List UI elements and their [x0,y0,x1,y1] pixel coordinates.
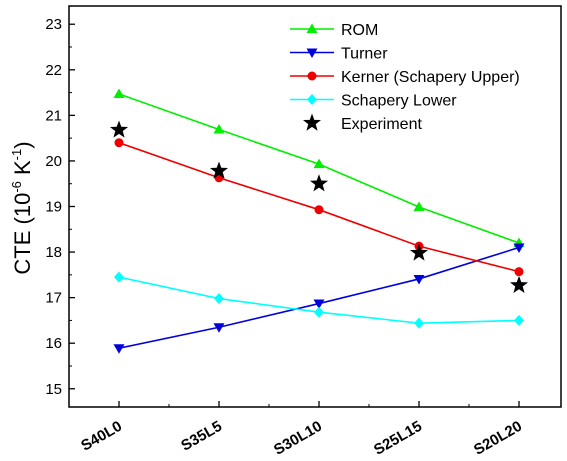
x-tick-label: S25L15 [371,418,425,459]
y-tick-label: 22 [45,62,62,79]
data-point-rom [413,201,425,211]
legend-marker [307,94,317,105]
legend: ROM Turner Kerner (Schapery Upper) Schapery… [290,22,520,133]
y-axis-label-exp2: -1 [9,149,24,161]
y-axis-label-prefix: CTE (10 [10,193,35,275]
data-point-turner [413,274,425,285]
data-point-schapery-lower [414,317,424,329]
series-line-turner [118,246,520,350]
legend-item-turner: Turner [290,46,388,63]
x-axis: S40L0 S35L5 S30L10 S25L15 S20L20 [78,401,525,459]
data-point-experiment [209,161,229,179]
x-tick-label: S20L20 [471,418,525,459]
y-tick-label: 18 [45,244,62,261]
series-layer [109,88,529,354]
y-tick-label: 20 [45,153,62,170]
x-tick-label: S35L5 [178,418,225,455]
legend-label: Schapery Lower [341,93,457,110]
data-point-schapery-lower [514,314,524,326]
x-tick-label: S30L10 [271,418,325,459]
y-tick-label: 17 [45,290,62,307]
data-point-kerner-schapery-upper [314,205,324,215]
y-axis-label-exp1: -6 [9,181,24,193]
legend-marker [306,23,318,33]
y-tick-label: 23 [45,16,62,33]
data-point-rom [113,88,125,98]
series-turner [113,243,525,354]
y-tick-label: 16 [45,335,62,352]
legend-marker [307,71,317,81]
legend-label: ROM [341,22,378,39]
data-point-experiment [309,174,329,192]
legend-item-experiment: Experiment [302,113,422,133]
legend-label: Turner [341,46,388,63]
data-point-rom [213,123,225,134]
y-axis-label: CTE (10-6 K-1) [9,141,35,274]
y-axis: 15 16 17 18 19 20 21 22 23 [45,16,75,398]
y-tick-label: 21 [45,107,62,124]
data-point-rom [313,158,325,169]
y-axis-label-mid: K [10,160,35,181]
legend-marker [306,48,318,58]
series-schapery-lower [114,271,524,329]
series-experiment [109,120,529,294]
legend-item-rom: ROM [290,22,378,39]
series-rom [113,88,525,247]
legend-label: Experiment [341,116,422,133]
data-point-experiment [409,243,429,261]
data-point-turner [513,243,525,254]
x-tick-label: S40L0 [78,418,125,455]
data-point-schapery-lower [114,271,124,283]
data-point-schapery-lower [214,293,224,305]
legend-item-kerner-schapery-upper: Kerner (Schapery Upper) [290,69,520,86]
data-point-turner [313,299,325,310]
data-point-turner [113,344,125,354]
data-point-experiment [109,120,129,138]
data-point-turner [213,323,225,333]
y-tick-label: 15 [45,381,62,398]
data-point-schapery-lower [314,306,324,318]
data-point-kerner-schapery-upper [514,267,524,277]
legend-marker [302,113,322,131]
legend-label: Kerner (Schapery Upper) [341,69,520,86]
data-point-experiment [509,275,529,294]
plot-frame [68,5,562,408]
y-axis-label-suffix: ) [10,141,35,148]
data-point-kerner-schapery-upper [114,138,124,148]
y-tick-label: 19 [45,199,62,216]
series-line-rom [118,93,520,244]
legend-item-schapery-lower: Schapery Lower [290,93,457,110]
